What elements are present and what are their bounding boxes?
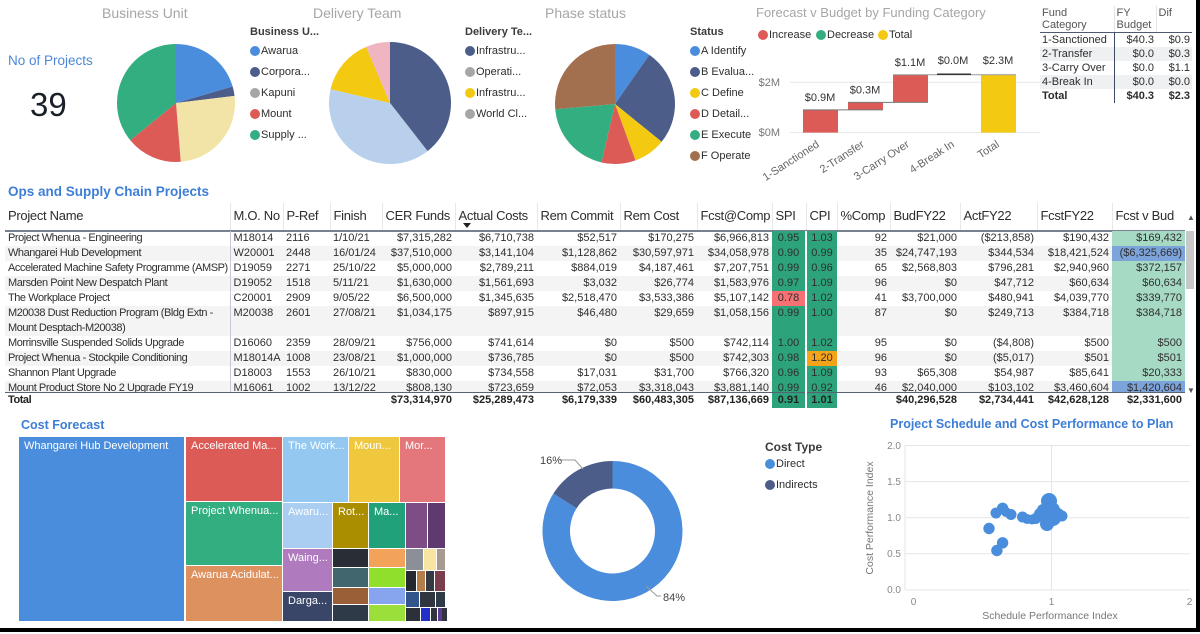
svg-text:$0M: $0M — [759, 127, 780, 139]
svg-text:1.0: 1.0 — [887, 513, 901, 524]
svg-text:$2.3M: $2.3M — [983, 55, 1014, 67]
svg-text:Cost Performance Index: Cost Performance Index — [865, 461, 876, 575]
svg-text:0.5: 0.5 — [887, 549, 901, 560]
svg-text:1.5: 1.5 — [887, 477, 901, 488]
svg-text:2.0: 2.0 — [887, 441, 901, 452]
svg-text:0: 0 — [911, 597, 917, 608]
svg-text:2: 2 — [1187, 597, 1193, 608]
svg-text:Total: Total — [976, 138, 1002, 161]
svg-text:4-Break In: 4-Break In — [908, 138, 957, 176]
svg-text:$2M: $2M — [759, 77, 780, 89]
svg-text:$0.3M: $0.3M — [850, 85, 881, 97]
svg-text:$0.0M: $0.0M — [938, 55, 969, 67]
svg-text:Schedule Performance Index: Schedule Performance Index — [982, 610, 1118, 622]
svg-text:0.0: 0.0 — [887, 585, 901, 596]
svg-text:$0.9M: $0.9M — [805, 92, 836, 104]
svg-text:1: 1 — [1049, 597, 1055, 608]
svg-text:1-Sanctioned: 1-Sanctioned — [761, 138, 822, 183]
svg-text:$1.1M: $1.1M — [895, 57, 926, 69]
